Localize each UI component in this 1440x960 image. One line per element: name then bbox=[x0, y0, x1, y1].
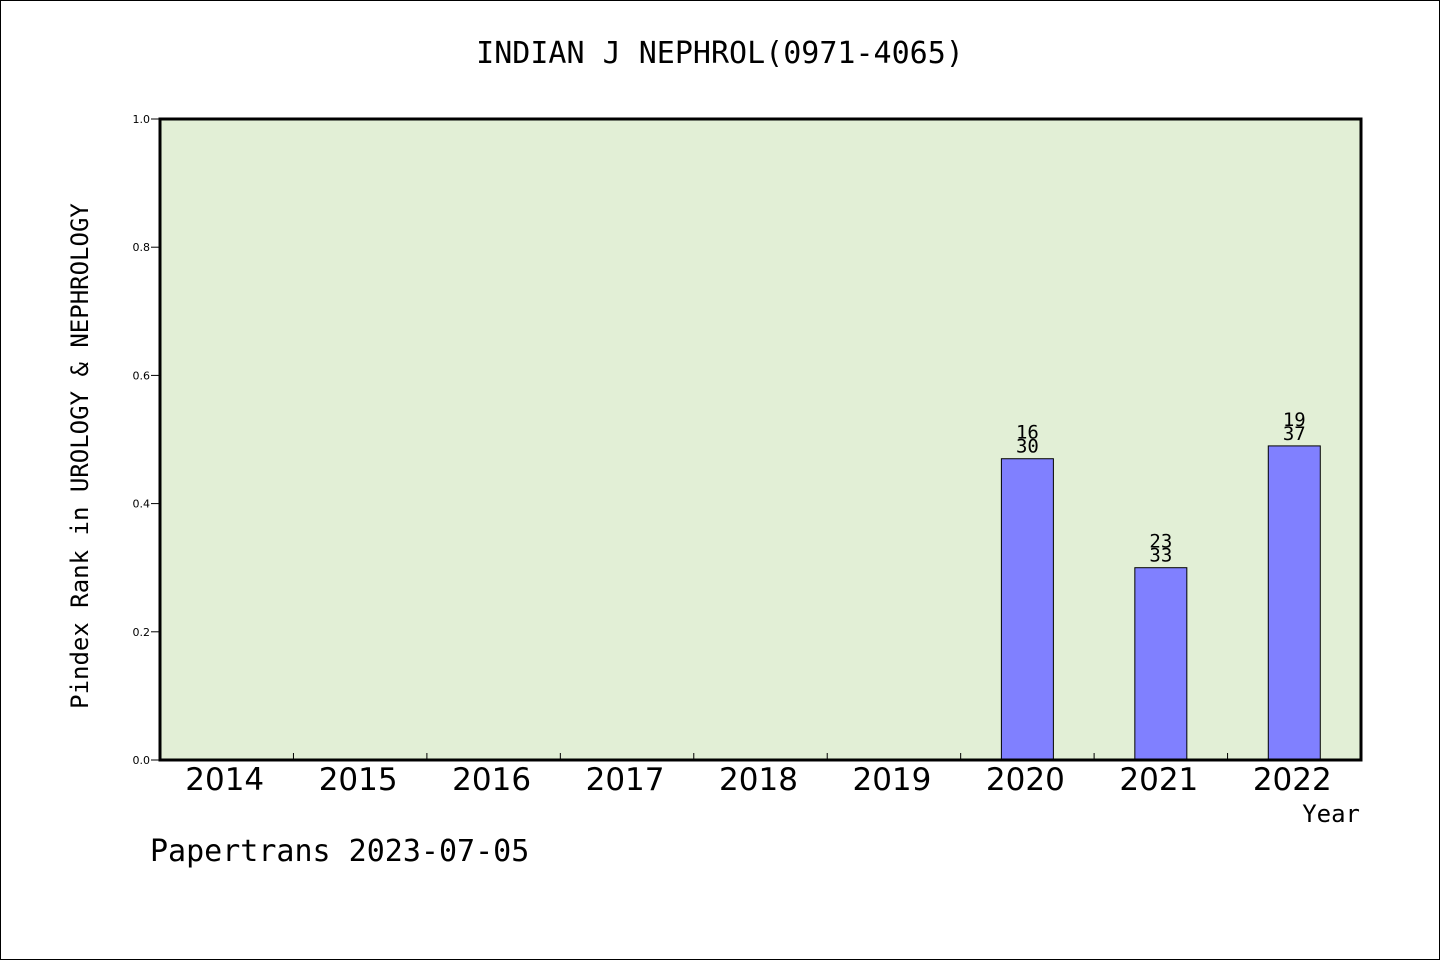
plot-border bbox=[158, 117, 1363, 762]
bar-2020 bbox=[1000, 458, 1054, 761]
footer-credit: Papertrans 2023-07-05 bbox=[150, 834, 530, 869]
y-tick-label-0.6: 0.6 bbox=[133, 369, 151, 382]
chart-title: INDIAN J NEPHROL(0971-4065) bbox=[476, 36, 964, 71]
y-tick-label-1.0: 1.0 bbox=[133, 113, 151, 126]
bar-label-rank-2022: 19 bbox=[1283, 409, 1306, 431]
x-tick-label-2016: 2016 bbox=[452, 762, 531, 798]
x-tick-label-2015: 2015 bbox=[319, 762, 398, 798]
y-tick-label-0.4: 0.4 bbox=[133, 498, 151, 511]
y-tick-label-0.2: 0.2 bbox=[133, 626, 151, 639]
bar-label-total-2022: 37 bbox=[1283, 423, 1306, 445]
x-tick-label-2014: 2014 bbox=[185, 762, 264, 798]
x-tick-label-2018: 2018 bbox=[719, 762, 798, 798]
x-tick-label-2021: 2021 bbox=[1119, 762, 1198, 798]
x-tick-label-2020: 2020 bbox=[986, 762, 1065, 798]
bar-label-rank-2021: 23 bbox=[1149, 531, 1172, 553]
y-tick-label-0.0: 0.0 bbox=[133, 754, 151, 767]
x-axis-label: Year bbox=[1302, 800, 1360, 828]
y-tick-label-0.8: 0.8 bbox=[133, 241, 151, 254]
x-tick-label-2017: 2017 bbox=[586, 762, 665, 798]
x-tick-label-2022: 2022 bbox=[1253, 762, 1332, 798]
bar-label-total-2021: 33 bbox=[1149, 545, 1172, 567]
bar-2022 bbox=[1267, 445, 1321, 761]
bar-label-rank-2020: 16 bbox=[1016, 422, 1039, 444]
bar-2021 bbox=[1134, 567, 1188, 761]
bar-label-total-2020: 30 bbox=[1016, 436, 1039, 458]
x-tick-label-2019: 2019 bbox=[852, 762, 931, 798]
